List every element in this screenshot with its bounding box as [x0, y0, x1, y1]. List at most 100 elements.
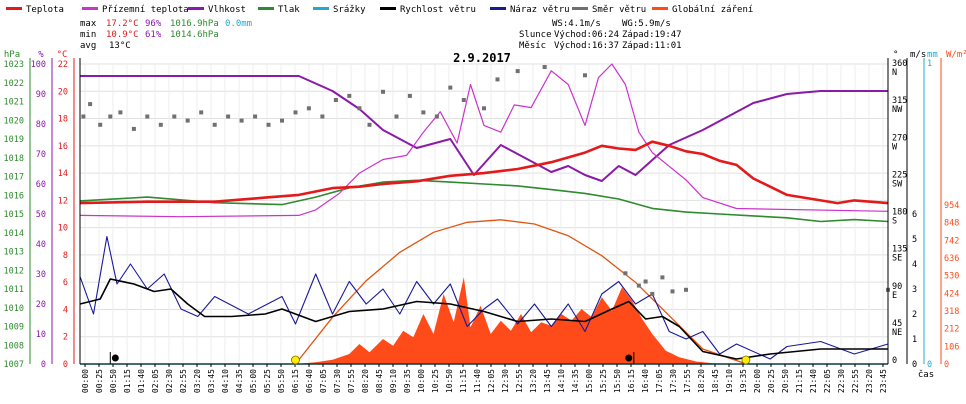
wind-wg: WG:5.9m/s — [622, 19, 671, 29]
tick-temp-10: 20 — [58, 87, 68, 97]
tick-wm2-6: 636 — [944, 254, 959, 264]
moon-rise: Východ:16:37 — [554, 41, 619, 51]
tick-wm2-5: 530 — [944, 272, 959, 282]
x-tick-label-41: 17:05 — [655, 369, 664, 393]
tick-hum-6: 60 — [36, 180, 46, 190]
tick-wm2-0: 0 — [944, 360, 949, 370]
x-tick-label-4: 01:40 — [137, 369, 146, 393]
wind-dir-point-19 — [320, 114, 325, 119]
tick-wm2-1: 106 — [944, 342, 959, 352]
x-tick-label-7: 02:55 — [179, 369, 188, 393]
wind-dir-point-21 — [347, 93, 352, 98]
x-tick-label-10: 04:10 — [221, 369, 230, 393]
tick-wm2-2: 212 — [944, 325, 959, 335]
wind-dir-point-26 — [407, 93, 412, 98]
moon-set: Západ:11:01 — [622, 41, 682, 51]
wind-dir-point-11 — [212, 122, 217, 127]
wind-ws: WS:4.1m/s — [552, 19, 601, 29]
tick-dir-7: 45 — [892, 319, 902, 329]
x-tick-label-23: 09:35 — [403, 369, 412, 393]
moonset-marker — [111, 354, 119, 362]
tick-hpa-9: 1016 — [4, 191, 24, 201]
wind-dir-point-25 — [394, 114, 399, 119]
wind-dir-point-37 — [636, 283, 641, 288]
tick-ms-0: 0 — [912, 360, 917, 370]
x-tick-label-16: 06:40 — [305, 369, 314, 393]
tick-temp-4: 8 — [63, 251, 68, 261]
tick-ms-3: 3 — [912, 285, 917, 295]
series-solar-curve — [294, 219, 747, 365]
x-tick-label-8: 03:20 — [193, 369, 202, 393]
wind-dir-point-12 — [226, 114, 231, 119]
wind-dir-point-35 — [583, 73, 587, 78]
x-tick-label-0: 00:00 — [81, 369, 90, 393]
wind-dir-point-42 — [684, 287, 688, 292]
x-tick-label-52: 21:40 — [809, 369, 818, 393]
tick-dir-label-3: SW — [892, 179, 903, 189]
unit-percent: % — [38, 50, 44, 60]
tick-wm2-4: 424 — [944, 289, 959, 299]
sunset-marker — [741, 355, 751, 365]
tick-dir-0: 360 — [892, 59, 907, 69]
x-tick-label-56: 23:20 — [865, 369, 874, 393]
radiation-layer — [294, 219, 747, 365]
tick-wm2-3: 318 — [944, 307, 959, 317]
wind-dir-point-4 — [118, 110, 123, 115]
tick-dir-1: 315 — [892, 96, 907, 106]
tick-hpa-0: 1007 — [4, 360, 24, 370]
tick-wm2-9: 954 — [944, 201, 959, 211]
stats-block: max 17.2°C 96% 1016.9hPa 0.0mm min 10.9°… — [80, 19, 252, 51]
x-tick-label-42: 17:30 — [669, 369, 678, 393]
x-tick-label-46: 19:10 — [725, 369, 734, 393]
tick-temp-11: 22 — [58, 60, 68, 70]
series-pressure — [79, 179, 889, 223]
tick-hpa-16: 1023 — [4, 60, 24, 70]
tick-ms-4: 4 — [912, 260, 917, 270]
wind-dir-point-28 — [434, 114, 439, 119]
x-tick-label-37: 15:25 — [599, 369, 608, 393]
x-tick-label-9: 03:45 — [207, 369, 216, 393]
tick-dir-label-6: E — [892, 291, 897, 301]
tick-temp-3: 6 — [63, 278, 68, 288]
tick-temp-6: 12 — [58, 196, 68, 206]
legend-swatch-5 — [380, 7, 396, 10]
x-tick-label-30: 12:30 — [501, 369, 510, 393]
sun-set: Západ:19:47 — [622, 30, 682, 40]
wind-dir-point-31 — [482, 106, 486, 111]
legend-swatch-3 — [258, 7, 274, 10]
legend-label-1: Přízemní teplota — [102, 5, 189, 15]
x-tick-label-57: 23:45 — [879, 369, 888, 393]
x-tick-label-29: 12:05 — [487, 369, 496, 393]
wind-dir-point-27 — [421, 110, 426, 115]
wind-dir-point-18 — [306, 106, 311, 111]
stat-max-hum: 96% — [145, 19, 162, 29]
tick-dir-label-2: W — [892, 142, 898, 152]
legend-label-2: Vlhkost — [208, 5, 246, 15]
x-tick-label-36: 15:00 — [585, 369, 594, 393]
wind-dir-point-13 — [239, 118, 244, 123]
astro-block: WS:4.1m/s WG:5.9m/s Slunce Východ:06:24 … — [519, 19, 682, 51]
tick-hum-4: 40 — [36, 240, 46, 250]
wind-dir-point-39 — [650, 291, 655, 296]
x-tick-label-20: 08:20 — [361, 369, 370, 393]
x-tick-label-54: 22:30 — [837, 369, 846, 393]
legend-label-4: Srážky — [333, 5, 366, 15]
wind-dir-point-34 — [542, 65, 547, 69]
wind-dir-point-22 — [357, 106, 362, 111]
tick-hpa-14: 1021 — [4, 98, 24, 108]
tick-mm-1: 1 — [927, 59, 932, 69]
wind-dir-point-7 — [158, 122, 163, 127]
x-tick-label-24: 10:00 — [417, 369, 426, 393]
x-tick-label-3: 01:15 — [123, 369, 132, 393]
x-tick-label-26: 10:50 — [445, 369, 454, 393]
tick-temp-8: 16 — [58, 142, 68, 152]
legend-label-6: Náraz větru — [510, 5, 570, 15]
tick-ms-2: 2 — [912, 310, 917, 320]
tick-hum-9: 90 — [36, 90, 46, 100]
x-tick-label-2: 00:50 — [109, 369, 118, 393]
wind-dir-point-29 — [448, 85, 453, 90]
stat-avg-label: avg — [80, 41, 96, 51]
tick-ms-5: 5 — [912, 235, 917, 245]
tick-dir-6: 90 — [892, 282, 902, 292]
